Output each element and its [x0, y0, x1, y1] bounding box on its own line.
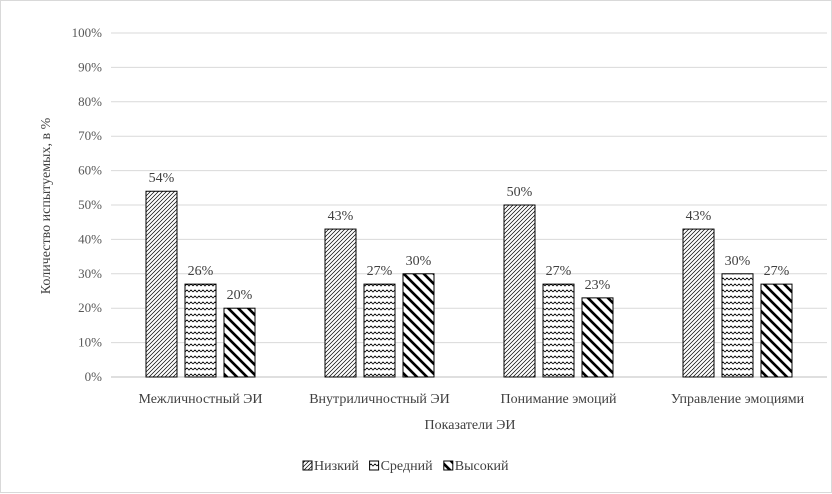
bar — [223, 307, 256, 378]
bar — [402, 273, 435, 378]
x-category-label: Межличностный ЭИ — [138, 392, 262, 407]
y-axis-ticks: 0% 10% 20% 30% 40% 50% 60% 70% 80% 90% 100% — [72, 25, 103, 384]
legend-label: Низкий — [314, 459, 359, 474]
data-label: 30% — [406, 254, 432, 269]
bar — [503, 204, 536, 378]
data-label: 50% — [507, 185, 533, 200]
data-label: 26% — [188, 264, 214, 279]
legend-swatch — [302, 460, 313, 471]
y-tick-label: 10% — [78, 335, 102, 350]
x-category-label: Внутриличностный ЭИ — [309, 392, 450, 407]
y-tick-label: 100% — [72, 25, 103, 40]
bars — [145, 190, 793, 378]
y-tick-label: 20% — [78, 300, 102, 315]
y-tick-label: 70% — [78, 128, 102, 143]
legend-swatch — [443, 460, 454, 471]
legend: Низкий Средний Высокий — [302, 459, 509, 474]
bar — [760, 283, 793, 378]
legend-label: Высокий — [455, 459, 509, 474]
grid-lines — [111, 32, 827, 378]
data-label: 43% — [328, 209, 354, 224]
bar — [721, 273, 754, 378]
data-label: 23% — [585, 278, 611, 293]
data-label: 27% — [764, 264, 790, 279]
y-tick-label: 50% — [78, 197, 102, 212]
bar — [682, 228, 715, 378]
legend-swatch — [369, 460, 380, 471]
bar — [184, 283, 217, 378]
legend-label: Средний — [381, 459, 433, 474]
x-axis-title: Показатели ЭИ — [425, 418, 516, 433]
bar — [324, 228, 357, 378]
y-tick-label: 40% — [78, 231, 102, 246]
data-label: 27% — [546, 264, 572, 279]
bar — [363, 283, 396, 378]
x-category-label: Понимание эмоций — [501, 392, 618, 407]
data-label: 54% — [149, 171, 175, 186]
bar — [542, 283, 575, 378]
y-tick-label: 30% — [78, 266, 102, 281]
data-label: 20% — [227, 288, 253, 303]
data-labels: 54% 26% 20% 43% 27% 30% 50% 27% 23% 43% 30% 27% — [149, 171, 790, 303]
y-tick-label: 0% — [85, 369, 103, 384]
y-tick-label: 60% — [78, 163, 102, 178]
y-tick-label: 90% — [78, 59, 102, 74]
y-axis-title: Количество испытуемых, в % — [39, 117, 54, 294]
y-tick-label: 80% — [78, 94, 102, 109]
bar — [581, 297, 614, 378]
data-label: 27% — [367, 264, 393, 279]
x-axis-categories: Межличностный ЭИ Внутриличностный ЭИ Поним… — [138, 392, 804, 407]
data-label: 30% — [725, 254, 751, 269]
bar — [145, 190, 178, 378]
x-category-label: Управление эмоциями — [671, 392, 805, 407]
data-label: 43% — [686, 209, 712, 224]
